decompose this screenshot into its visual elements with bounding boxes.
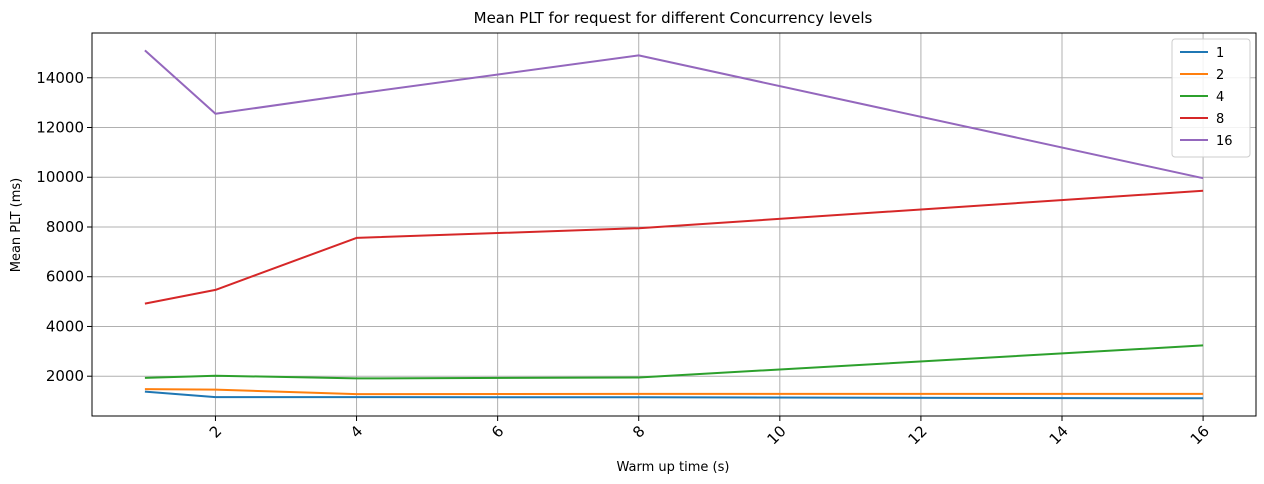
y-tick-label: 6000 [46, 268, 84, 286]
x-axis-label: Warm up time (s) [617, 460, 730, 475]
x-axis-ticks: 2 4 6 8 10 12 14 16 [206, 416, 1213, 448]
x-tick-label: 2 [206, 422, 225, 441]
plot-frame [91, 32, 1257, 417]
legend-label: 1 [1216, 46, 1224, 61]
series-line-16 [144, 49, 1204, 180]
x-tick-label: 14 [1046, 422, 1072, 448]
legend-label: 16 [1216, 134, 1233, 149]
x-tick-label: 12 [905, 422, 931, 448]
series-line-1 [144, 390, 1204, 400]
y-tick-label: 10000 [36, 168, 84, 186]
y-axis-ticks: 2000 4000 6000 8000 10000 12000 14000 [36, 69, 92, 385]
legend-frame [1171, 38, 1251, 158]
legend: 1 2 4 8 16 [1171, 38, 1251, 158]
x-tick-label: 16 [1187, 422, 1213, 448]
series-line-2 [144, 388, 1204, 396]
x-tick-label: 4 [347, 422, 366, 441]
series-line-4 [144, 344, 1204, 380]
series-line-8 [144, 189, 1204, 305]
chart-title: Mean PLT for request for different Concu… [474, 9, 873, 27]
y-tick-label: 14000 [36, 69, 84, 87]
series-lines [144, 49, 1204, 400]
y-tick-label: 12000 [36, 119, 84, 137]
legend-label: 8 [1216, 112, 1224, 127]
y-axis-label: Mean PLT (ms) [9, 178, 24, 273]
x-tick-label: 10 [763, 422, 789, 448]
y-tick-label: 2000 [46, 367, 84, 385]
grid-lines [92, 33, 1256, 416]
y-tick-label: 4000 [46, 317, 84, 335]
legend-label: 2 [1216, 68, 1224, 83]
legend-label: 4 [1216, 90, 1224, 105]
x-tick-label: 6 [488, 422, 507, 441]
x-tick-label: 8 [629, 422, 648, 441]
y-tick-label: 8000 [46, 218, 84, 236]
